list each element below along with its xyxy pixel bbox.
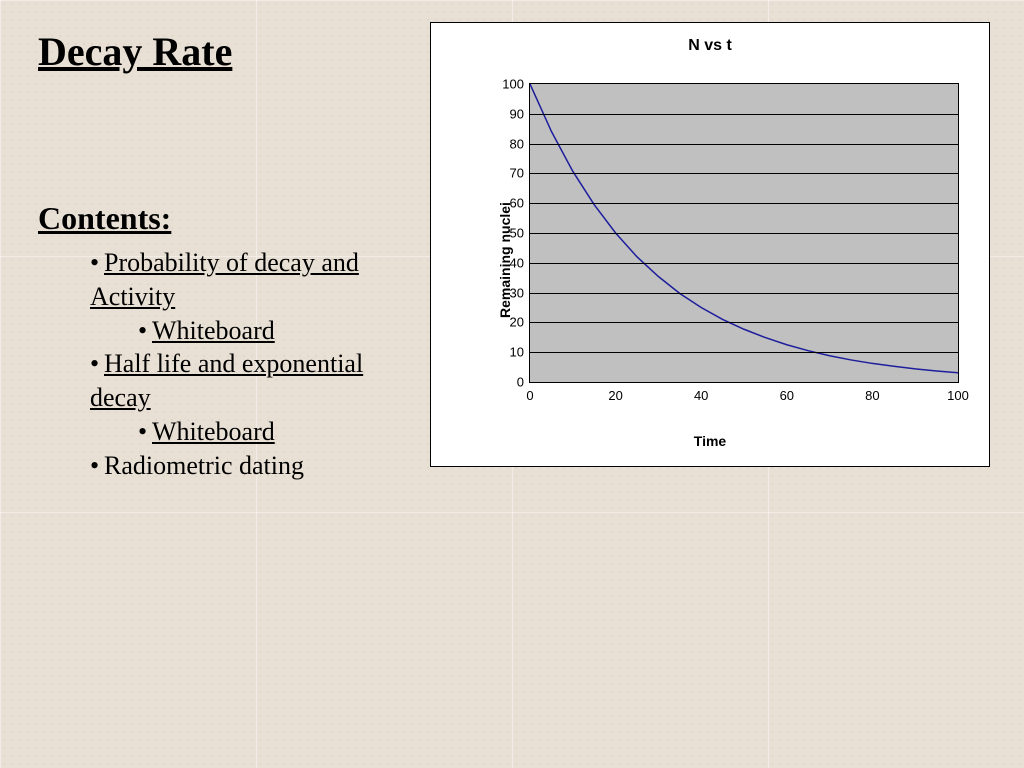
- bullet-icon: •: [138, 415, 152, 449]
- list-item[interactable]: •Radiometric dating: [90, 449, 430, 483]
- gridline: [530, 352, 958, 353]
- gridline: [530, 144, 958, 145]
- x-tick-label: 20: [608, 388, 622, 403]
- bullet-icon: •: [90, 347, 104, 381]
- gridline: [530, 263, 958, 264]
- page-title: Decay Rate: [38, 28, 232, 75]
- gridline: [530, 322, 958, 323]
- x-tick-label: 100: [947, 388, 969, 403]
- y-tick-label: 70: [494, 166, 524, 181]
- y-tick-label: 80: [494, 136, 524, 151]
- y-tick-label: 90: [494, 106, 524, 121]
- item-text: Half life and exponential decay: [90, 349, 363, 412]
- item-text: Whiteboard: [152, 417, 275, 446]
- y-tick-label: 100: [494, 77, 524, 92]
- y-tick-label: 30: [494, 285, 524, 300]
- list-item[interactable]: •Probability of decay and Activity: [90, 246, 430, 314]
- bullet-icon: •: [90, 246, 104, 280]
- list-item[interactable]: •Half life and exponential decay: [90, 347, 430, 415]
- list-item[interactable]: •Whiteboard: [138, 314, 430, 348]
- gridline: [530, 293, 958, 294]
- item-text: Radiometric dating: [104, 451, 304, 480]
- y-tick-label: 60: [494, 196, 524, 211]
- y-tick-label: 40: [494, 255, 524, 270]
- item-text: Whiteboard: [152, 316, 275, 345]
- bullet-icon: •: [90, 449, 104, 483]
- y-tick-label: 10: [494, 345, 524, 360]
- bullet-icon: •: [138, 314, 152, 348]
- x-tick-label: 40: [694, 388, 708, 403]
- item-text: Probability of decay and Activity: [90, 248, 359, 311]
- x-tick-label: 60: [780, 388, 794, 403]
- contents-list: •Probability of decay and Activity •Whit…: [90, 246, 430, 483]
- chart-title: N vs t: [431, 37, 989, 55]
- y-tick-label: 50: [494, 226, 524, 241]
- y-tick-label: 0: [494, 375, 524, 390]
- contents-heading: Contents:: [38, 200, 171, 237]
- gridline: [530, 203, 958, 204]
- chart-area: Remaining nuclei 01020304050607080901000…: [451, 75, 969, 445]
- plot-area: 0102030405060708090100020406080100: [529, 83, 959, 383]
- gridline: [530, 233, 958, 234]
- gridline: [530, 173, 958, 174]
- list-item[interactable]: •Whiteboard: [138, 415, 430, 449]
- x-axis-label: Time: [451, 433, 969, 449]
- x-tick-label: 80: [865, 388, 879, 403]
- gridline: [530, 114, 958, 115]
- x-tick-label: 0: [526, 388, 533, 403]
- chart-panel: N vs t Remaining nuclei 0102030405060708…: [430, 22, 990, 467]
- y-tick-label: 20: [494, 315, 524, 330]
